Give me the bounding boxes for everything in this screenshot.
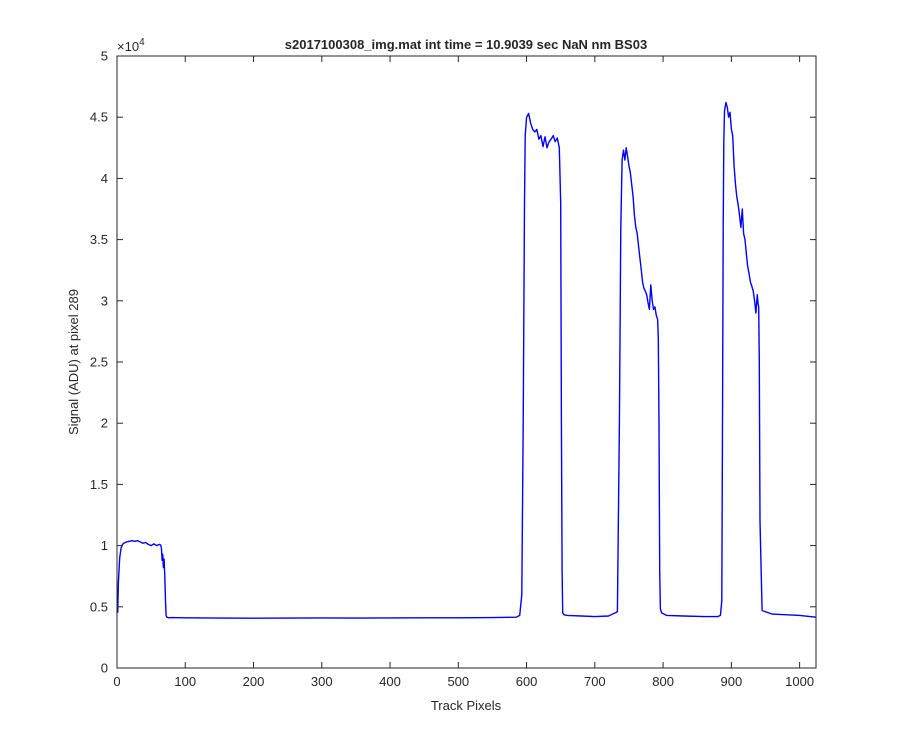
x-tick-label: 700 xyxy=(584,674,606,689)
x-tick-label: 400 xyxy=(379,674,401,689)
y-tick-label: 3.5 xyxy=(90,232,108,247)
plot-area xyxy=(117,56,816,668)
x-tick-label: 300 xyxy=(311,674,333,689)
y-tick-label: 2.5 xyxy=(90,355,108,370)
y-tick-label: 3 xyxy=(101,293,108,308)
x-tick-label: 500 xyxy=(447,674,469,689)
y-tick-label: 4 xyxy=(101,171,108,186)
chart-title: s2017100308_img.mat int time = 10.9039 s… xyxy=(285,37,647,52)
series-line xyxy=(117,101,817,619)
y-tick-label: 4.5 xyxy=(90,110,108,125)
x-axis-label: Track Pixels xyxy=(431,698,502,713)
y-exponent-power: 4 xyxy=(139,37,145,48)
axes-box xyxy=(116,55,817,669)
x-tick-label: 1000 xyxy=(785,674,814,689)
y-exponent-label: ×104 xyxy=(117,37,145,54)
x-tick-label: 600 xyxy=(516,674,538,689)
x-tick-label: 0 xyxy=(113,674,120,689)
x-tick-label: 800 xyxy=(652,674,674,689)
tick-layer: 0 100 200 300 400 500 600 700 800 900 1000 0 0.5 1 1.5… xyxy=(90,49,816,689)
y-tick-label: 5 xyxy=(101,49,108,64)
series-layer xyxy=(117,101,817,619)
x-tick-label: 900 xyxy=(721,674,743,689)
y-axis-label: Signal (ADU) at pixel 289 xyxy=(66,289,81,435)
y-exponent-base: ×10 xyxy=(117,39,139,54)
x-tick-label: 200 xyxy=(243,674,265,689)
y-tick-label: 1 xyxy=(101,538,108,553)
y-tick-label: 0.5 xyxy=(90,599,108,614)
y-tick-label: 0 xyxy=(101,661,108,676)
x-tick-label: 100 xyxy=(174,674,196,689)
y-tick-label: 2 xyxy=(101,416,108,431)
y-tick-label: 1.5 xyxy=(90,477,108,492)
